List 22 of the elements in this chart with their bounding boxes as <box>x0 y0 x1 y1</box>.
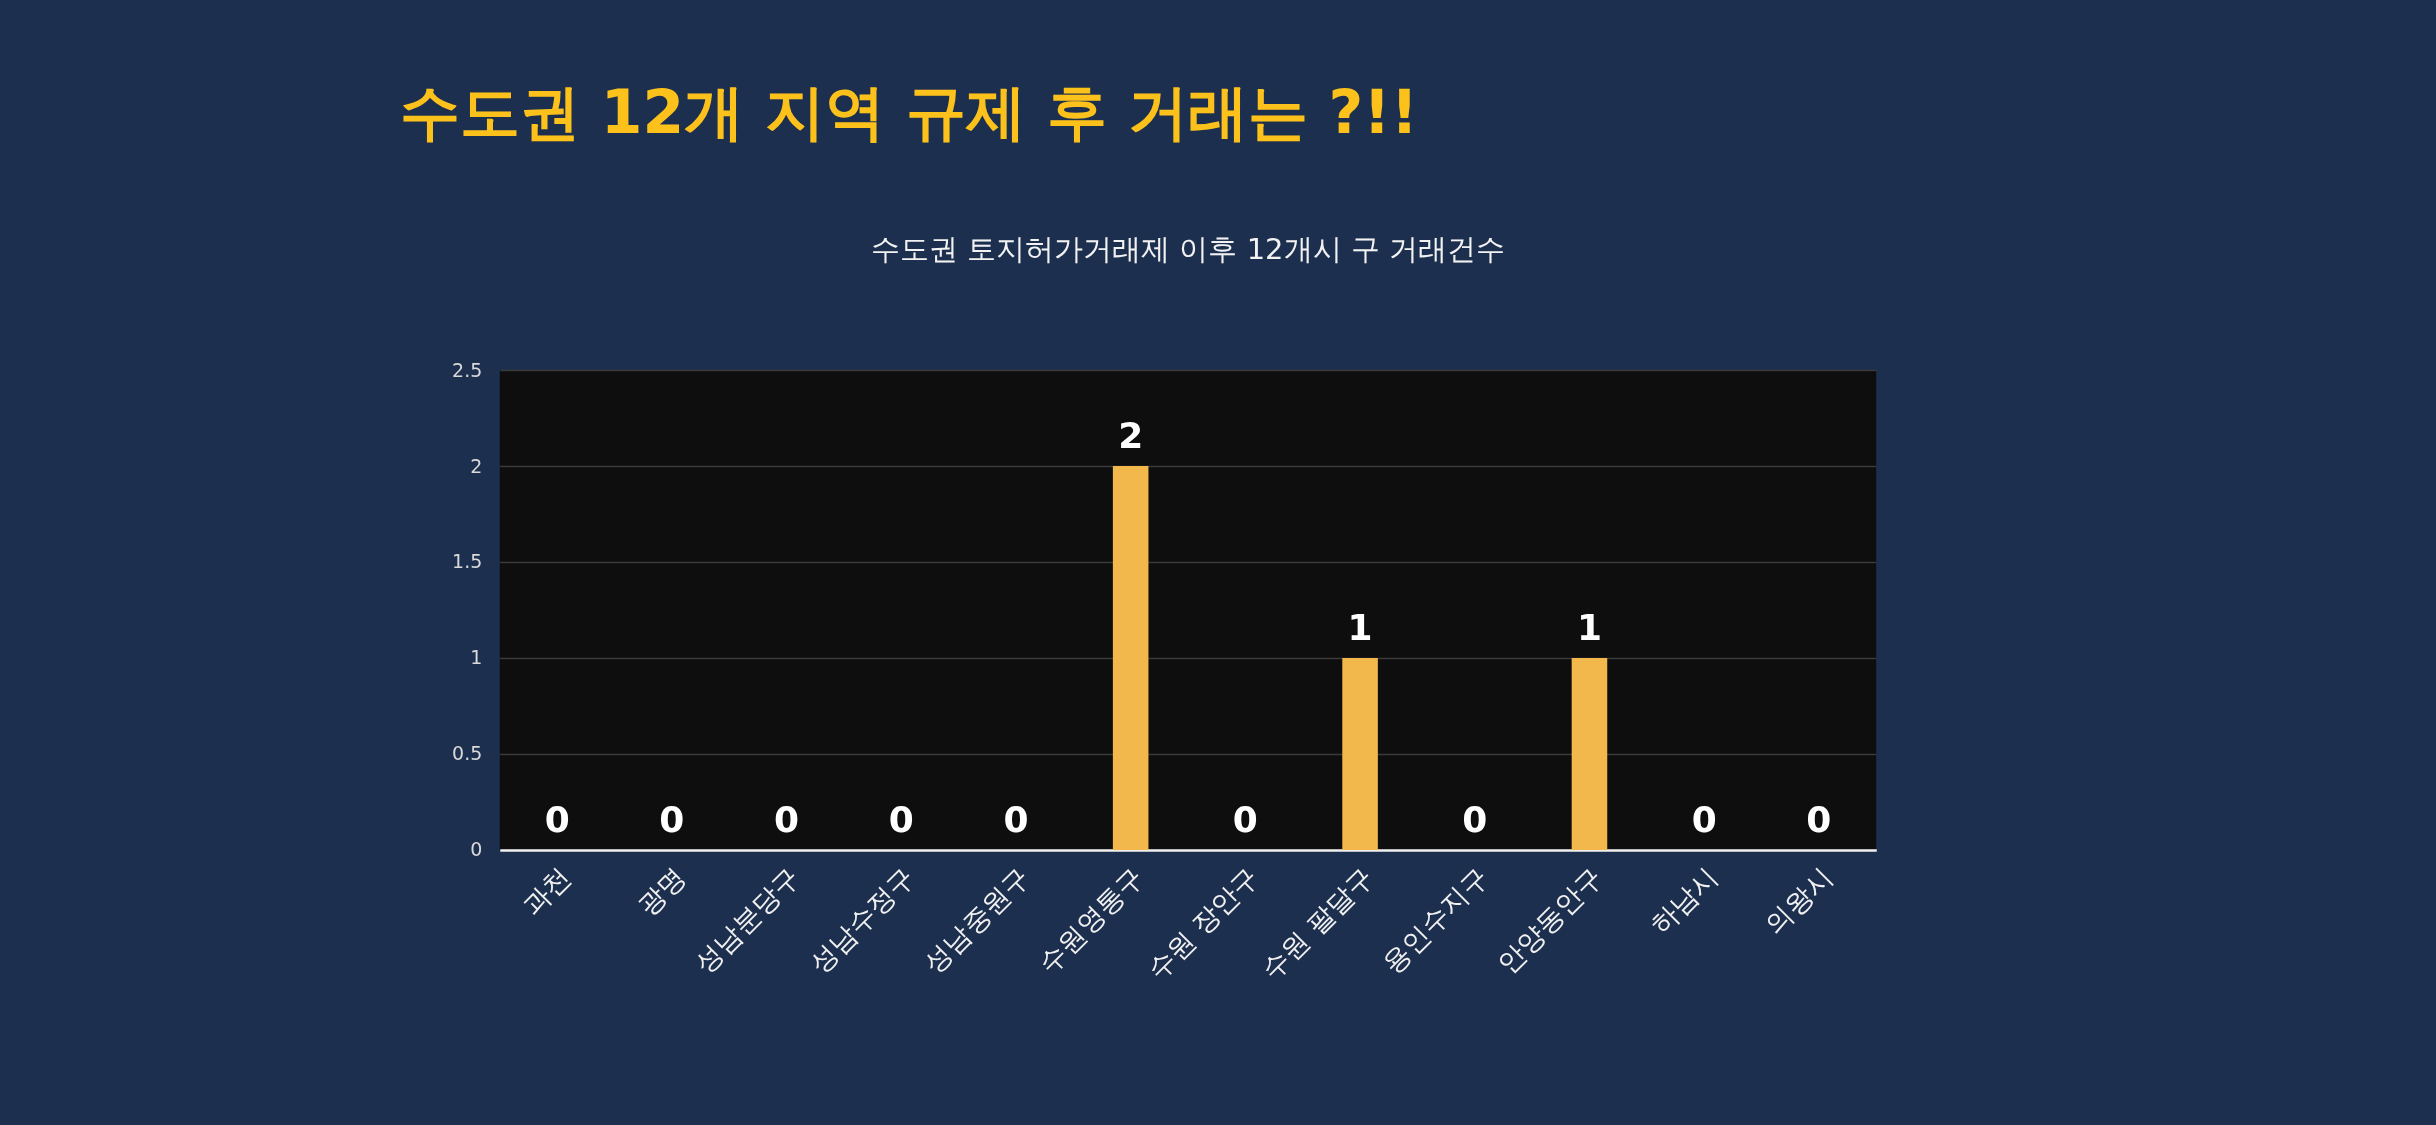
x-tick-label: 광명 <box>630 861 691 922</box>
data-label: 0 <box>1691 798 1717 840</box>
data-label: 0 <box>1003 798 1029 840</box>
data-label: 1 <box>1576 606 1602 648</box>
data-label: 0 <box>888 798 914 840</box>
y-tick-label: 0 <box>470 838 483 861</box>
data-label: 0 <box>1462 798 1488 840</box>
chart-subtitle: 수도권 토지허가거래제 이후 12개시 구 거래건수 <box>871 232 1505 267</box>
y-tick-label: 1 <box>470 646 483 669</box>
data-label: 0 <box>1806 798 1832 840</box>
y-tick-label: 1.5 <box>452 550 483 573</box>
data-label: 0 <box>1232 798 1258 840</box>
y-tick-label: 2 <box>470 454 483 477</box>
data-label: 2 <box>1118 415 1144 457</box>
chart-title: 수도권 12개 지역 규제 후 거래는 ?!! <box>399 77 1419 148</box>
data-label: 0 <box>544 798 570 840</box>
y-tick-label: 0.5 <box>452 742 483 765</box>
data-label: 1 <box>1347 606 1373 648</box>
data-label: 0 <box>774 798 800 840</box>
y-tick-label: 2.5 <box>452 358 483 381</box>
x-tick-label: 과천 <box>516 861 577 922</box>
data-label: 0 <box>659 798 685 840</box>
